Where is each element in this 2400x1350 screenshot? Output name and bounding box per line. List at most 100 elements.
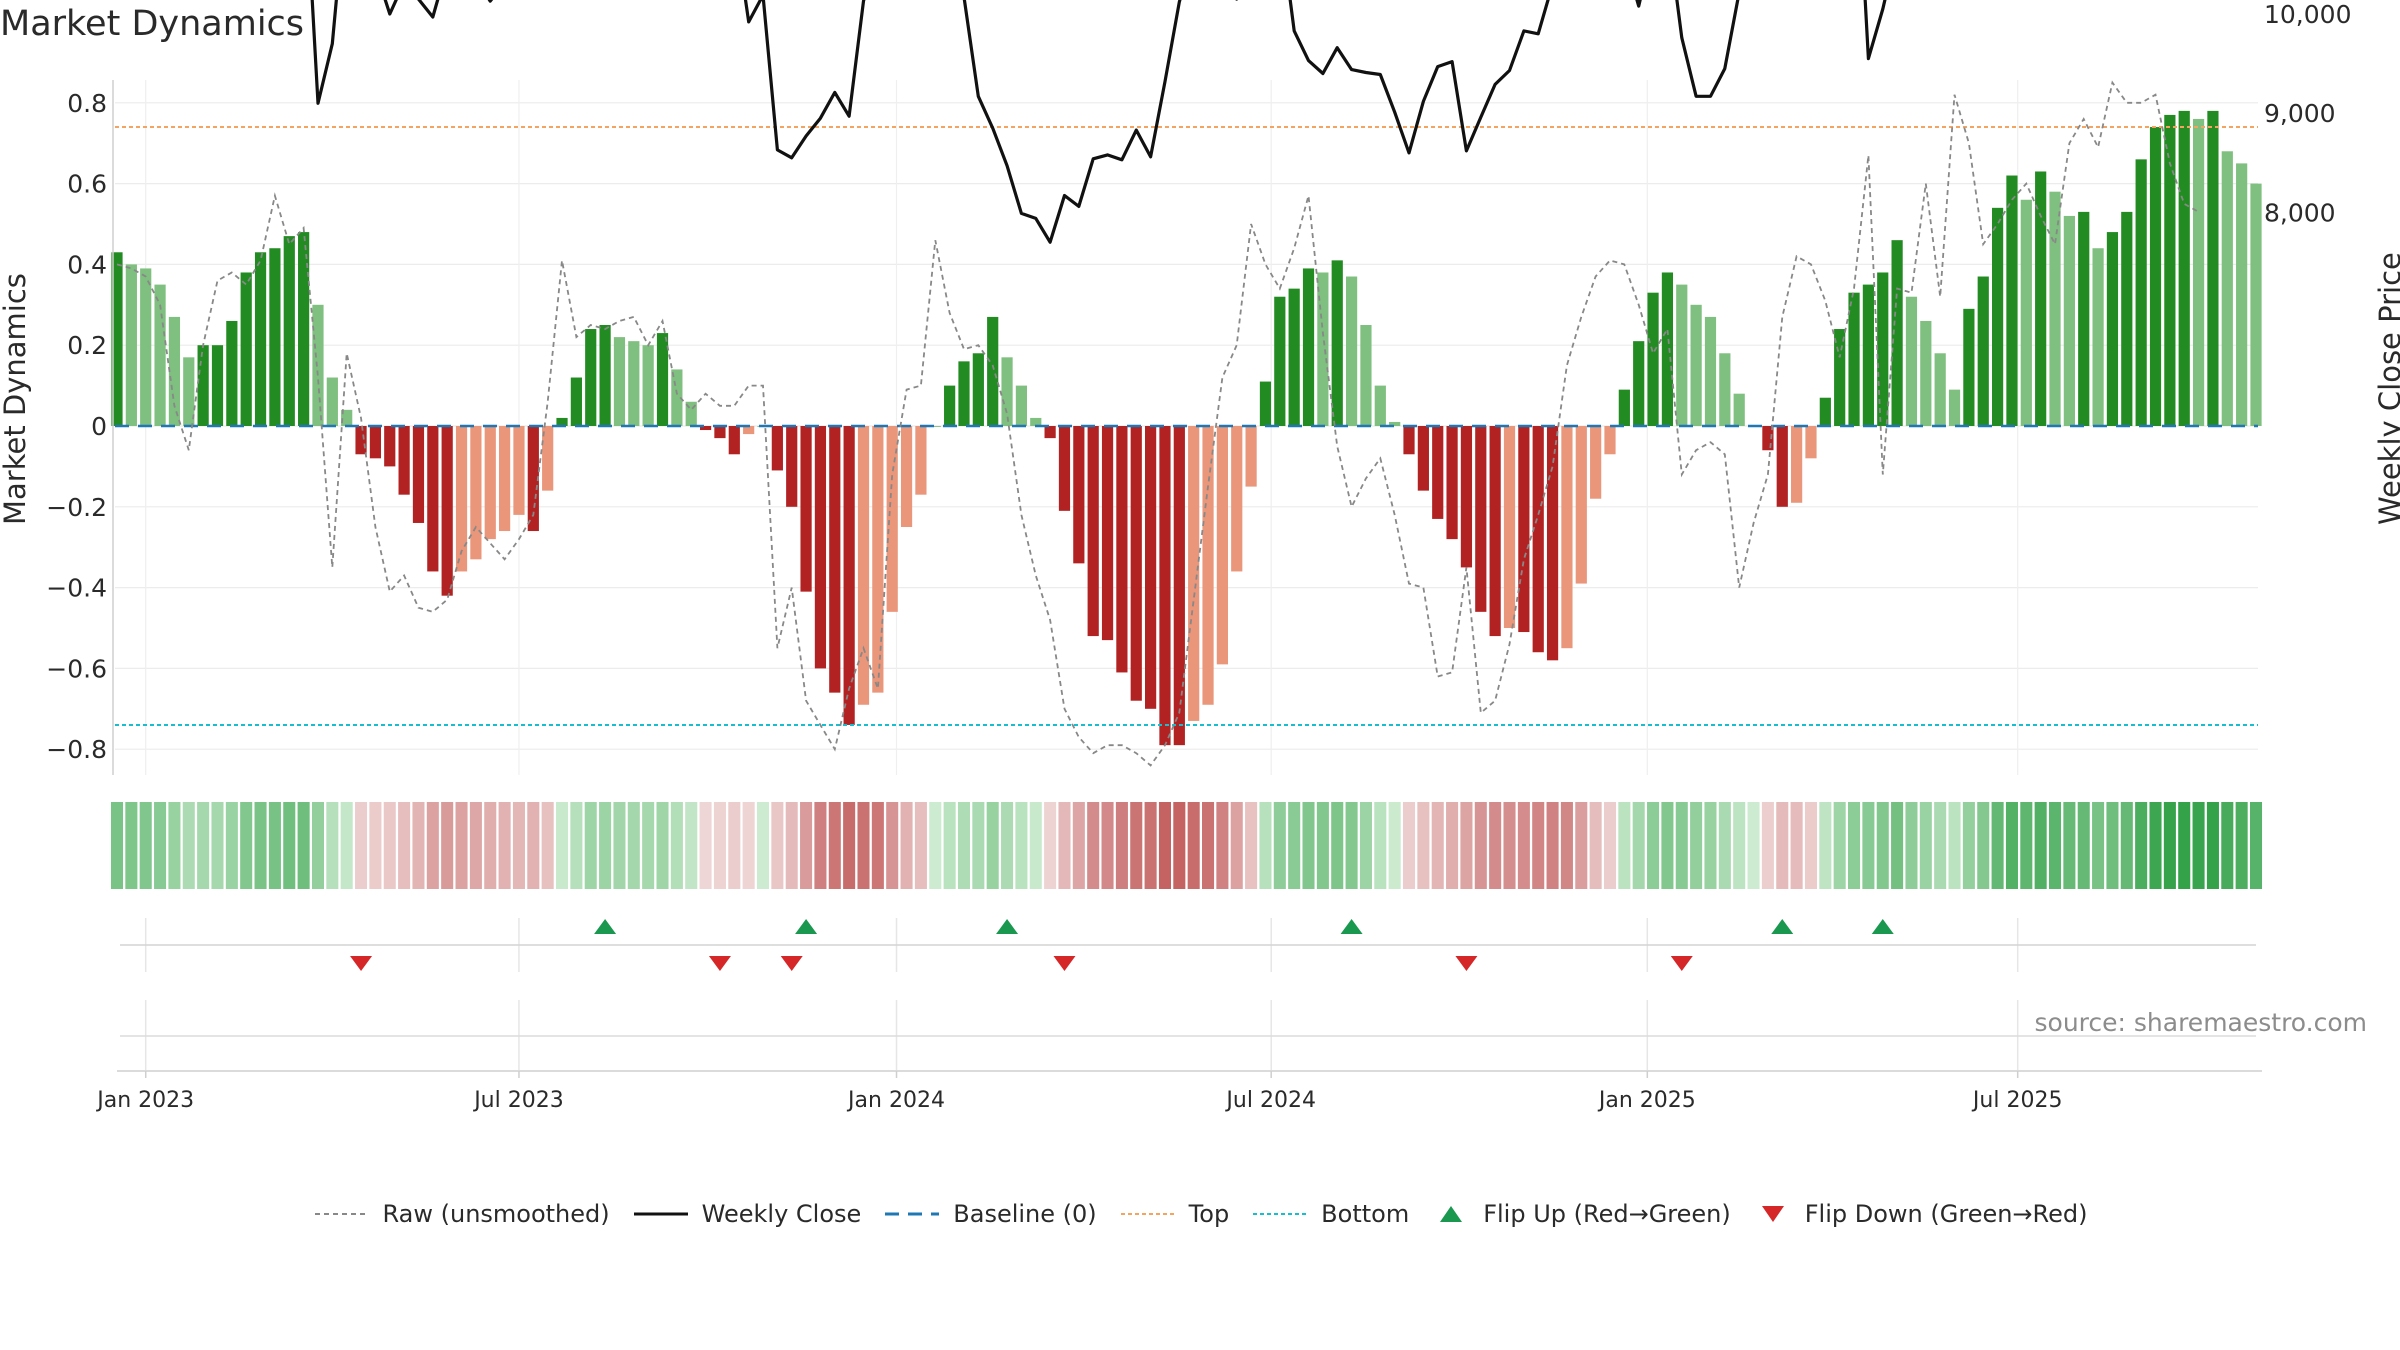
dynamics-bar <box>1489 426 1501 637</box>
heat-strip-cell <box>1575 802 1588 889</box>
dynamics-bar <box>499 426 511 532</box>
heat-strip-cell <box>369 802 382 889</box>
heat-strip-cell <box>426 802 439 889</box>
heat-strip-cell <box>1015 802 1028 889</box>
dynamics-bar <box>398 426 410 495</box>
legend-close[interactable]: Weekly Close <box>632 1200 862 1228</box>
dynamics-bar <box>1590 426 1602 499</box>
y2-tick-label: 9,000 <box>2264 99 2336 128</box>
dynamics-bar <box>2092 248 2104 426</box>
legend-top[interactable]: Top <box>1119 1200 1229 1228</box>
heat-strip-cell <box>2192 802 2205 889</box>
legend-close-label: Weekly Close <box>701 1200 862 1228</box>
heat-strip-cell <box>1532 802 1545 889</box>
heat-strip-cell <box>1661 802 1674 889</box>
heat-strip-cell <box>1603 802 1617 889</box>
heat-strip-cell <box>1130 802 1143 889</box>
legend-raw-label: Raw (unsmoothed) <box>382 1200 610 1228</box>
dynamics-bar <box>2035 171 2047 426</box>
heat-strip-cell <box>1158 802 1171 889</box>
heat-strip-cell <box>154 802 167 889</box>
legend-flip-down[interactable]: Flip Down (Green→Red) <box>1753 1200 2088 1228</box>
legend-flip-up[interactable]: Flip Up (Red→Green) <box>1431 1200 1731 1228</box>
dynamics-bar <box>1948 389 1961 426</box>
dynamics-bar <box>2149 127 2162 426</box>
legend-baseline-label: Baseline (0) <box>953 1200 1097 1228</box>
heat-strip-cell <box>1072 802 1085 889</box>
heat-strip-cell <box>1905 802 1918 889</box>
y-tick-label: 0.2 <box>67 331 107 360</box>
flip-down-icon <box>1761 1206 1784 1222</box>
heat-strip-cell <box>1474 802 1487 889</box>
dynamics-bar <box>513 426 525 515</box>
dynamics-bar <box>2106 232 2119 426</box>
heat-strip-cell <box>1288 802 1301 889</box>
heat-strip-cell <box>2092 802 2105 889</box>
x-tick-label: Jul 2023 <box>472 1088 564 1113</box>
dynamics-bar <box>2192 118 2205 427</box>
y-tick-label: −0.6 <box>46 654 107 683</box>
heat-strip-cell <box>1560 802 1573 889</box>
heat-strip-cell <box>1374 802 1387 889</box>
heat-strip-cell <box>340 802 353 889</box>
flip-up-marker <box>1340 919 1363 934</box>
heat-strip-cell <box>1618 802 1631 889</box>
dynamics-bar <box>987 316 999 426</box>
legend-raw[interactable]: Raw (unsmoothed) <box>313 1200 610 1228</box>
heat-strip <box>110 802 2263 889</box>
heat-strip-cell <box>2077 802 2090 889</box>
heat-strip-cell <box>1848 802 1861 889</box>
heat-strip-cell <box>642 802 655 889</box>
dynamics-bar <box>326 377 338 426</box>
legend-baseline[interactable]: Baseline (0) <box>883 1200 1097 1228</box>
heat-strip-cell <box>1202 802 1215 889</box>
legend-flip-up-label: Flip Up (Red→Green) <box>1483 1200 1731 1228</box>
dynamics-bar <box>2020 199 2032 426</box>
dynamics-bar <box>1834 329 1846 426</box>
dynamics-bar <box>843 426 855 725</box>
dynamics-bar <box>1216 426 1228 665</box>
heat-strip-cell <box>1632 802 1645 889</box>
heat-strip-cell <box>728 802 741 889</box>
dynamics-bar <box>455 426 468 572</box>
heat-strip-cell <box>541 802 554 889</box>
heat-strip-cell <box>1704 802 1717 889</box>
heat-strip-cell <box>2178 802 2191 889</box>
heat-strip-cell <box>2020 802 2033 889</box>
dynamics-bar <box>1532 426 1544 653</box>
dynamics-bar <box>2135 159 2147 427</box>
heat-strip-cell <box>211 802 224 889</box>
x-tick-label: Jul 2024 <box>1224 1088 1316 1113</box>
dynamics-bar <box>1704 316 1717 426</box>
heat-strip-cell <box>972 802 985 889</box>
dynamics-bar <box>154 284 166 426</box>
legend-bottom[interactable]: Bottom <box>1251 1200 1409 1228</box>
flip-up-marker <box>996 919 1019 934</box>
level-lines <box>115 126 2258 726</box>
heat-strip-cell <box>2120 802 2133 889</box>
dynamics-bar <box>1288 288 1300 426</box>
heat-strip-cell <box>1934 802 1947 889</box>
heat-strip-cell <box>699 802 712 889</box>
heat-strip-cell <box>110 802 124 889</box>
flip-down-marker <box>780 956 803 971</box>
dynamics-bar <box>226 320 238 426</box>
dynamics-bar <box>1073 426 1085 564</box>
dynamics-bar <box>2236 163 2248 426</box>
dynamics-bar <box>1891 240 1903 426</box>
dynamics-bar <box>125 264 137 426</box>
heat-strip-cell <box>2206 802 2219 889</box>
legend-flip-down-label: Flip Down (Green→Red) <box>1804 1200 2088 1228</box>
dynamics-bar <box>814 426 827 669</box>
heat-strip-cell <box>857 802 870 889</box>
raw-series-line <box>116 80 2200 767</box>
dynamics-bar <box>2006 175 2018 426</box>
dynamics-bar <box>283 236 295 426</box>
heat-strip-cell <box>957 802 971 889</box>
heat-strip-cell <box>1001 802 1014 889</box>
heat-strip-cell <box>900 802 913 889</box>
dynamics-bar <box>312 304 324 426</box>
dynamics-bar <box>1030 417 1042 426</box>
dynamics-bar <box>1618 389 1630 426</box>
